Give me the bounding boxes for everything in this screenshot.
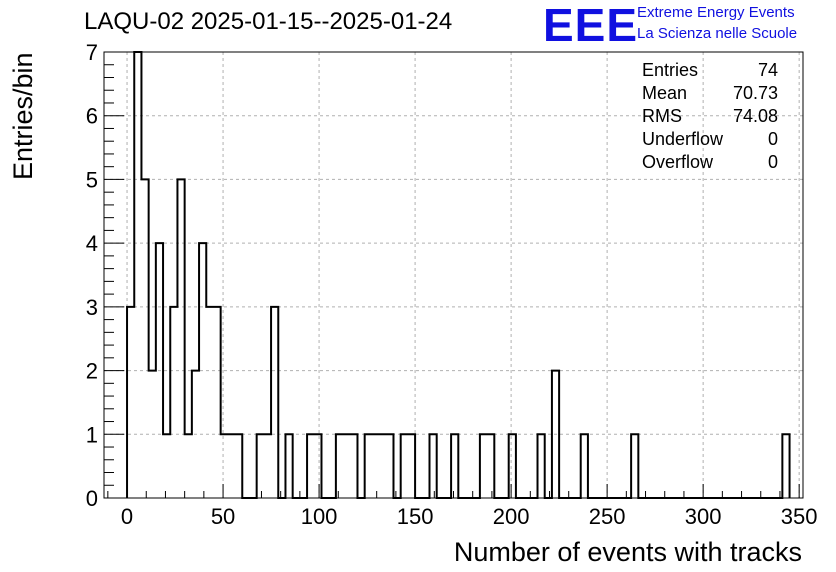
eee-logo: EEE [543, 0, 639, 51]
histogram-bin [177, 179, 184, 498]
histogram-bin [631, 434, 638, 498]
org-name-line1: Extreme Energy Events [637, 4, 795, 21]
histogram-bin [365, 434, 372, 498]
y-axis-ticks: 0 1 2 3 4 5 6 7 [86, 40, 124, 511]
x-tick-label: 150 [397, 504, 434, 529]
histogram-bin [127, 307, 134, 498]
stat-rms-value: 74.08 [732, 106, 778, 126]
stat-underflow-value: 0 [767, 129, 778, 149]
histogram-bin [343, 434, 350, 498]
y-tick-label: 6 [86, 104, 98, 129]
x-axis-ticks: 0 50 100 150 200 250 300 350 [107, 484, 818, 529]
histogram-bin [451, 434, 458, 498]
histogram-bin [581, 434, 588, 498]
histogram-bin [538, 434, 545, 498]
x-tick-label: 250 [589, 504, 626, 529]
stat-overflow-value: 0 [767, 152, 778, 172]
y-tick-label: 0 [86, 486, 98, 511]
x-tick-label: 50 [211, 504, 235, 529]
histogram-bin [782, 434, 789, 498]
histogram-bin [408, 434, 415, 498]
histogram-bin [149, 371, 156, 498]
stat-rms-label: RMS [642, 106, 682, 126]
y-tick-label: 5 [86, 167, 98, 192]
histogram-bin [221, 434, 228, 498]
stat-overflow-label: Overflow [642, 152, 714, 172]
histogram-bin [429, 434, 436, 498]
histogram-bin [372, 434, 379, 498]
org-name-line2: La Scienza nelle Scuole [637, 25, 798, 42]
histogram-bin [156, 243, 163, 498]
histogram-bin [336, 434, 343, 498]
y-tick-label: 3 [86, 295, 98, 320]
y-tick-label: 1 [86, 422, 98, 447]
histogram-bin [199, 243, 206, 498]
histogram-bin [271, 307, 278, 498]
histogram-bin [386, 434, 393, 498]
stat-entries-label: Entries [642, 60, 699, 80]
histogram-bin [257, 434, 264, 498]
histogram-bin [379, 434, 386, 498]
histogram-bin [401, 434, 408, 498]
chart-title: LAQU-02 2025-01-15--2025-01-24 [84, 8, 453, 35]
x-axis-label: Number of events with tracks [453, 537, 802, 567]
histogram-bin [285, 434, 292, 498]
y-tick-label: 4 [86, 231, 98, 256]
histogram-bin [228, 434, 235, 498]
histogram-bin [480, 434, 487, 498]
y-tick-label: 2 [86, 359, 98, 384]
histogram-bin [192, 371, 199, 498]
x-tick-label: 350 [781, 504, 818, 529]
x-tick-label: 200 [493, 504, 530, 529]
stat-entries-value: 74 [757, 60, 778, 80]
histogram-bars [126, 51, 791, 499]
x-tick-label: 0 [121, 504, 133, 529]
x-tick-label: 300 [685, 504, 722, 529]
histogram-bin [307, 434, 314, 498]
histogram-bin [235, 434, 242, 498]
histogram-bin [206, 307, 213, 498]
histogram-bin [552, 371, 559, 498]
histogram-bin [141, 179, 148, 498]
histogram-bin [213, 307, 220, 498]
histogram-bin [350, 434, 357, 498]
histogram-bin [264, 434, 271, 498]
histogram-bin [163, 434, 170, 498]
histogram-bin [487, 434, 494, 498]
y-tick-label: 7 [86, 40, 98, 65]
stat-mean-label: Mean [642, 83, 688, 103]
histogram-outline [126, 51, 791, 499]
histogram-bin [185, 434, 192, 498]
histogram-bin [134, 52, 141, 498]
histogram-bin [509, 434, 516, 498]
y-axis-label: Entries/bin [8, 52, 38, 180]
stat-underflow-label: Underflow [642, 129, 724, 149]
x-tick-label: 100 [301, 504, 338, 529]
histogram-bin [170, 307, 177, 498]
stat-mean-value: 70.73 [732, 83, 778, 103]
histogram-bin [314, 434, 321, 498]
